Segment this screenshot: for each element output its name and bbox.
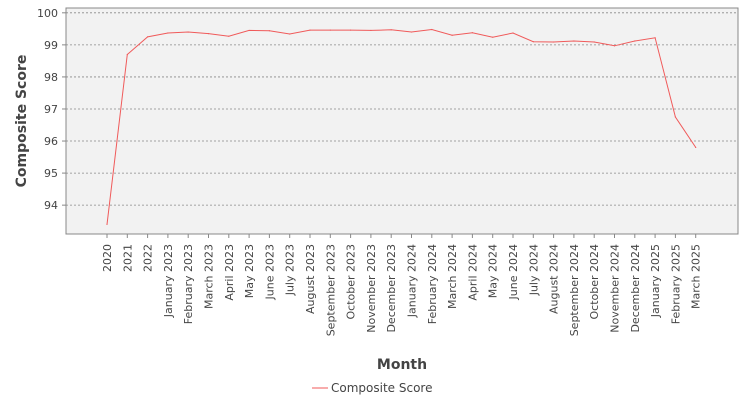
x-tick-label: July 2024 — [527, 244, 540, 296]
x-tick-label: June 2023 — [263, 244, 276, 300]
data-point — [309, 29, 311, 31]
series-layer — [106, 28, 697, 225]
x-tick-label: April 2024 — [466, 244, 479, 301]
x-tick-label: January 2023 — [162, 244, 175, 318]
data-point — [674, 116, 677, 118]
data-point — [431, 28, 433, 31]
x-tick-label: March 2024 — [446, 244, 459, 309]
x-tick-label: December 2024 — [629, 244, 642, 333]
data-point — [289, 33, 291, 35]
x-tick-label: March 2025 — [690, 244, 703, 309]
data-point — [593, 41, 595, 43]
x-tick-label: 2020 — [101, 244, 114, 272]
gridlines — [66, 12, 738, 206]
data-point — [106, 223, 108, 225]
data-point — [147, 36, 149, 38]
data-point — [329, 29, 331, 31]
data-point — [634, 40, 636, 42]
x-tick-label: 2022 — [142, 244, 155, 272]
data-point — [390, 29, 392, 31]
legend: Composite Score — [312, 381, 432, 395]
x-tick-label: May 2023 — [243, 244, 256, 298]
data-point — [553, 41, 555, 43]
x-tick-label: June 2024 — [507, 244, 520, 300]
data-point — [492, 36, 494, 38]
x-tick-label: January 2025 — [649, 244, 662, 318]
data-point — [370, 29, 372, 32]
data-point — [573, 40, 575, 42]
x-tick-label: November 2024 — [609, 244, 622, 333]
x-tick-label: 2021 — [121, 244, 134, 272]
data-point — [654, 37, 656, 39]
y-tick-label: 95 — [44, 167, 58, 180]
data-point — [207, 33, 210, 35]
data-point — [268, 30, 270, 32]
x-tick-label: February 2024 — [426, 244, 439, 324]
x-tick-label: December 2023 — [385, 244, 398, 333]
data-point — [613, 45, 616, 47]
y-tick-label: 99 — [44, 39, 58, 52]
x-tick-label: October 2024 — [588, 244, 601, 320]
x-tick-label: October 2023 — [345, 244, 358, 320]
data-point — [350, 29, 352, 31]
x-tick-label: July 2023 — [284, 244, 297, 296]
data-point — [126, 53, 128, 56]
x-tick-label: February 2023 — [182, 244, 195, 324]
y-axis: 94 95 96 97 98 99 100 — [37, 7, 66, 212]
data-point — [695, 146, 697, 149]
x-tick-label: May 2024 — [487, 244, 500, 298]
x-tick-label: February 2025 — [669, 244, 682, 324]
data-point — [512, 32, 514, 34]
data-point — [228, 35, 230, 37]
plot-area — [65, 7, 739, 235]
data-point — [187, 31, 189, 33]
data-point — [451, 34, 453, 36]
x-tick-label: March 2023 — [203, 244, 216, 309]
data-point — [532, 41, 534, 43]
data-point — [248, 29, 250, 32]
x-tick-label: August 2024 — [548, 244, 561, 314]
x-axis-title: Month — [377, 357, 427, 373]
data-point — [471, 32, 473, 34]
x-tick-label: September 2023 — [324, 244, 337, 336]
x-tick-label: August 2023 — [304, 244, 317, 314]
x-tick-label: January 2024 — [406, 244, 419, 318]
x-axis: 2020 2021 2022 January 2023 February 2023 Mar… — [101, 234, 703, 336]
x-tick-label: November 2023 — [365, 244, 378, 333]
x-tick-label: April 2023 — [223, 244, 236, 301]
legend-label: Composite Score — [331, 381, 432, 395]
y-tick-label: 98 — [44, 71, 58, 84]
data-point — [410, 31, 413, 33]
series-line-composite-score — [106, 28, 697, 225]
y-tick-label: 100 — [37, 7, 58, 20]
y-axis-title: Composite Score — [14, 55, 30, 188]
y-tick-label: 97 — [44, 103, 58, 116]
x-tick-label: September 2024 — [568, 244, 581, 336]
y-tick-label: 94 — [44, 199, 58, 212]
data-point — [167, 32, 169, 34]
y-tick-label: 96 — [44, 135, 58, 148]
